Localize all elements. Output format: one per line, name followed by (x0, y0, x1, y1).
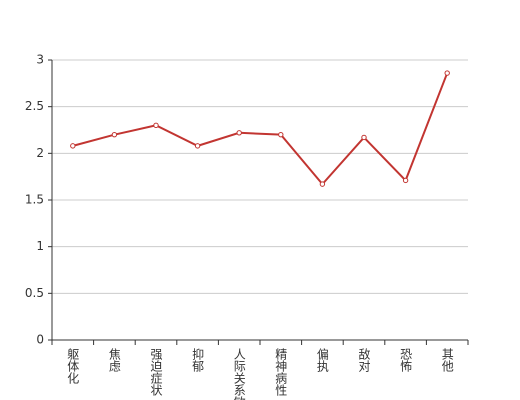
point (111, 131, 118, 138)
y-tick-label: 0.5 (25, 286, 44, 300)
y-tick-label: 2.5 (25, 99, 44, 113)
point (278, 131, 284, 138)
point (194, 143, 201, 149)
x-tick-label: 精神病性 (274, 348, 288, 397)
x-tick-label: 人际关系敏感 (232, 348, 246, 400)
x-tick-label: 焦虑 (107, 348, 121, 372)
y-tick-label: 1 (36, 239, 44, 253)
point (361, 134, 367, 141)
x-tick-label: 躯体化 (66, 347, 80, 385)
y-tick-label: 0 (36, 333, 44, 347)
line (72, 72, 449, 186)
y-tick-label: 3 (36, 53, 44, 67)
x-tick-label: 抑郁 (191, 347, 205, 373)
point (236, 130, 242, 136)
y-tick-label: 1.5 (25, 193, 44, 207)
x-tick-label: 强迫症状 (149, 348, 163, 396)
x-tick-label: 偏执 (315, 347, 329, 373)
point (444, 70, 450, 76)
x-tick-label: 其他 (440, 348, 454, 372)
y-tick-label: 2 (36, 146, 44, 160)
point (319, 181, 326, 187)
point (153, 122, 159, 129)
point (402, 177, 409, 184)
x-tick-label: 敌对 (357, 347, 371, 372)
x-tick-label: 恐怖 (399, 348, 413, 372)
point (70, 143, 76, 149)
